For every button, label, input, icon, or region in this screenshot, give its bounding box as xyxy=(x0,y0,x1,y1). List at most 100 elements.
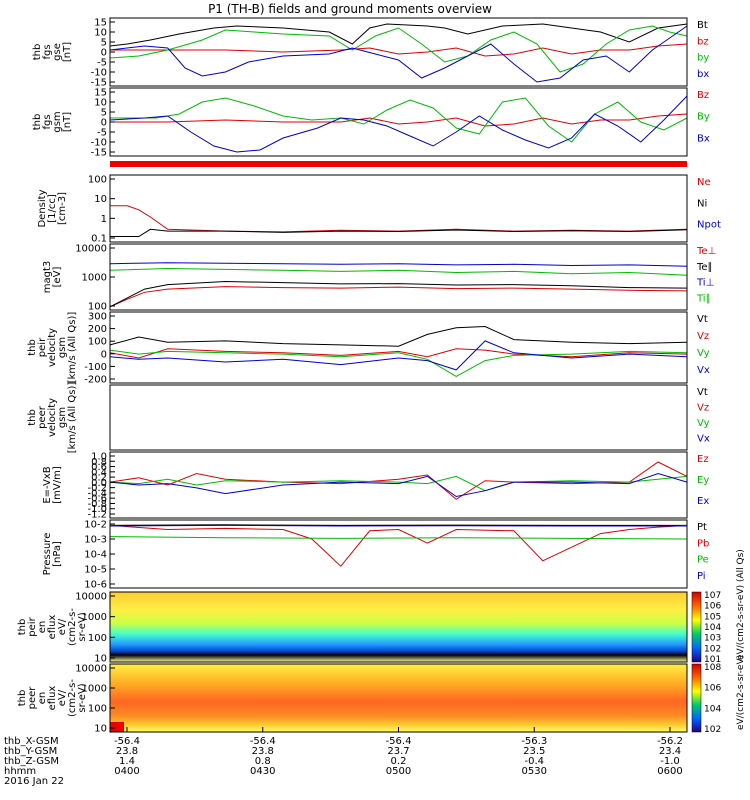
series-line-pe xyxy=(109,536,688,540)
y-axis-label: thb xyxy=(17,619,28,636)
y-tick-label: 1000 xyxy=(82,273,107,284)
series-line-ti⊥ xyxy=(109,262,688,267)
series-line-ni xyxy=(110,228,688,237)
legend-entry: Npot xyxy=(697,220,721,231)
legend-entry: Pt xyxy=(697,522,707,533)
series-line-vy xyxy=(109,349,688,377)
y-axis-label: [nPa] xyxy=(52,541,63,567)
x-tick-label: 23.8 xyxy=(116,746,138,757)
y-tick-label: 0 xyxy=(101,48,107,59)
x-tick-label: 0500 xyxy=(386,766,411,777)
legend-entry: Pi xyxy=(697,571,706,582)
y-axis-label: [nT] xyxy=(62,112,73,132)
y-axis-label: gsm xyxy=(57,407,68,428)
y-tick-label: 0 xyxy=(101,349,107,360)
colorbar-tick-label: 104 xyxy=(704,704,721,714)
colorbar-tick-label: 106 xyxy=(704,602,721,612)
x-tick-label: 0.8 xyxy=(255,756,271,767)
series-line-ti∥ xyxy=(109,267,688,276)
legend-entry: Ti⊥ xyxy=(696,278,714,289)
series-line-bx xyxy=(109,95,688,153)
y-tick-label: 15 xyxy=(94,88,107,99)
y-axis-label: peer xyxy=(27,686,38,710)
x-tick-label: -56.3 xyxy=(521,736,547,747)
y-tick-label: -0.4 xyxy=(87,488,107,499)
y-tick-label: 10 xyxy=(94,28,107,39)
x-axis-row-label: thb_Z-GSM xyxy=(4,756,59,767)
y-axis-label: eflux xyxy=(47,686,58,711)
colorbar xyxy=(691,591,702,663)
series-line-bz xyxy=(110,43,688,57)
legend-entry: Bt xyxy=(697,20,708,31)
x-axis-row-label: thb_Y-GSM xyxy=(4,746,57,757)
y-tick-label: 10 xyxy=(94,654,107,665)
x-tick-label: 23.7 xyxy=(387,746,409,757)
series-line-ey xyxy=(109,475,688,492)
colorbar-label: eV/(cm2-s-sr-eV) (All Qs) xyxy=(736,549,746,660)
y-tick-label: 1.0 xyxy=(91,452,107,463)
x-axis-row-label: thb_X-GSM xyxy=(4,736,59,747)
legend-entry: bx xyxy=(697,69,709,80)
y-tick-label: 10 xyxy=(94,194,107,205)
x-tick-label: -56.2 xyxy=(657,736,683,747)
legend-entry: Vt xyxy=(697,314,708,325)
y-tick-label: 1000 xyxy=(82,684,107,695)
legend-entry: By xyxy=(697,112,710,123)
y-axis-label: eflux xyxy=(47,615,58,640)
y-axis-label: eV/ xyxy=(57,689,68,706)
y-tick-label: 100 xyxy=(88,175,107,186)
y-tick-label: 0 xyxy=(101,118,107,129)
x-tick-label: -56.4 xyxy=(114,736,140,747)
y-axis-label: fgs xyxy=(42,114,53,129)
legend-entry: Ez xyxy=(697,454,709,465)
series-line-by xyxy=(109,25,688,73)
panel-frame xyxy=(109,87,688,157)
y-axis-label: sr-eV) xyxy=(77,612,88,641)
y-axis-label: peir xyxy=(37,337,48,357)
y-axis-label: gse xyxy=(52,43,63,61)
y-tick-label: -5 xyxy=(97,58,107,69)
x-axis-row-label: 2016 Jan 22 xyxy=(4,776,64,787)
y-axis-label: gsm xyxy=(57,337,68,358)
colorbar-tick-label: 106 xyxy=(704,684,721,694)
colorbar-tick-label: 105 xyxy=(704,612,721,622)
legend-entry: Te⊥ xyxy=(696,246,716,257)
panel-frame xyxy=(109,591,688,663)
y-tick-label: 10 xyxy=(94,724,107,735)
y-axis-label: Density xyxy=(37,189,48,227)
y-axis-label: [1/cc] xyxy=(47,194,58,223)
x-axis-row-label: hhmm xyxy=(4,766,36,777)
colorbar-tick-label: 103 xyxy=(704,634,721,644)
series-line-pt xyxy=(109,524,687,526)
y-axis-label: fgs xyxy=(42,44,53,59)
y-tick-label: 5 xyxy=(101,108,107,119)
y-tick-label: 0.4 xyxy=(91,467,107,478)
y-tick-label: 10-4 xyxy=(84,550,107,561)
y-tick-label: -0.6 xyxy=(87,494,107,505)
x-tick-label: -0.4 xyxy=(524,756,544,767)
y-tick-label: -1.2 xyxy=(87,510,107,521)
y-tick-label: 10-6 xyxy=(84,580,107,591)
legend-entry: Ne xyxy=(697,177,711,188)
y-tick-label: 1 xyxy=(101,214,107,225)
series-line-bz xyxy=(110,113,688,127)
x-tick-label: -56.4 xyxy=(250,736,276,747)
y-axis-label: Pressure xyxy=(42,533,53,576)
y-axis-label: [eV] xyxy=(52,267,63,288)
y-tick-label: -100 xyxy=(84,362,107,373)
y-tick-label: 100 xyxy=(88,337,107,348)
colorbar-tick-label: 104 xyxy=(704,623,721,633)
x-tick-label: 23.8 xyxy=(252,746,274,757)
y-tick-label: 100 xyxy=(88,633,107,644)
y-tick-label: 0.6 xyxy=(91,462,107,473)
series-line-ex xyxy=(109,472,688,498)
y-tick-label: 0.0 xyxy=(91,478,107,489)
colorbar-label: eV/(cm2-s-sr-eV) xyxy=(736,655,746,730)
legend-entry: Ti∥ xyxy=(696,293,711,304)
y-axis-label: velocity xyxy=(47,328,58,367)
y-tick-label: 10 xyxy=(94,98,107,109)
y-tick-label: -15 xyxy=(91,78,107,89)
colorbar-tick-label: 107 xyxy=(704,591,721,601)
